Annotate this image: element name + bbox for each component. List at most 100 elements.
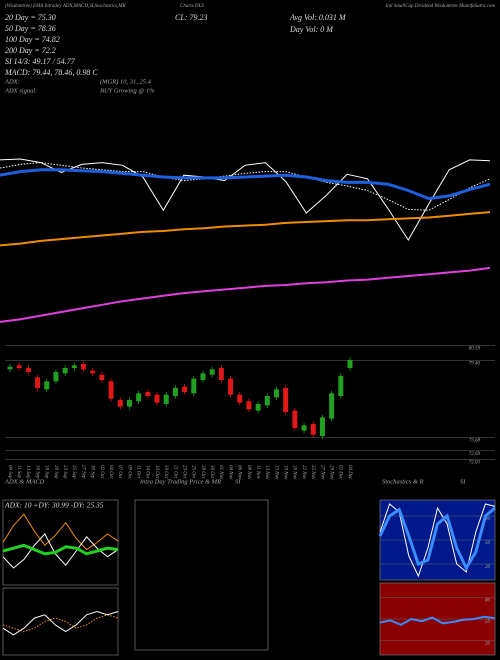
x-tick-label: 30 Oct (209, 465, 214, 479)
candle-body (228, 378, 234, 395)
candle-body (319, 417, 325, 436)
candle-body (172, 388, 178, 396)
series-line (0, 211, 491, 247)
series-line (378, 506, 496, 572)
x-tick-label: 25 Oct (191, 465, 196, 479)
series-line (379, 615, 496, 626)
candle-body (108, 381, 114, 399)
candle-body (301, 425, 307, 431)
x-tick-label: 28 Oct (200, 465, 205, 479)
candle-body (126, 400, 132, 407)
x-tick-label: 18 Nov (283, 465, 288, 480)
stat: SI 14/3: 49.17 / 54.77 (5, 57, 76, 66)
x-tick-label: 15 Nov (273, 465, 278, 480)
candle-body (99, 374, 105, 380)
x-tick-label: 18 Oct (163, 465, 168, 479)
stat: (MGR) 10, 31, 25.4 (100, 78, 152, 85)
panel-title: SI (235, 478, 241, 485)
candle-body (246, 401, 252, 410)
stat: 100 Day = 74.82 (5, 35, 60, 44)
candle-body (154, 394, 160, 403)
candle-body (310, 424, 316, 435)
series-line (2, 610, 119, 636)
panel-subtitle: ADX: 10 +DY: 30.99 -DY: 25.35 (4, 501, 104, 510)
panel-title: Intra Day Trading Price & MR (139, 478, 221, 485)
candle-body (264, 396, 270, 406)
candle-body (273, 389, 279, 398)
candle-body (200, 373, 206, 380)
candle-body (218, 368, 224, 380)
x-tick-label: 27 Nov (319, 465, 324, 480)
candle-body (71, 365, 77, 368)
x-tick-label: 27 Sep (80, 465, 85, 479)
x-tick-label: 25 Sep (71, 465, 76, 479)
candle-body (329, 393, 335, 419)
candle-body (255, 404, 261, 411)
header-text: Intl SmallCap Dividend Wisdomtree Munafa… (385, 4, 496, 9)
x-tick-label: 18 Sep (44, 465, 49, 479)
series-line (0, 158, 491, 241)
stat: Day Vol: 0 M (289, 25, 334, 34)
panel-title: Stochastics & R (382, 478, 424, 485)
x-tick-label: 04 Dec (347, 465, 352, 480)
candle-body (163, 394, 169, 404)
stat: ADX: (4, 78, 20, 85)
stat: 50 Day = 78.36 (5, 24, 56, 33)
x-tick-label: 13 Sep (25, 465, 30, 479)
stat: Avg Vol: 0.031 M (289, 13, 347, 22)
x-tick-label: 02 Dec (338, 465, 343, 480)
candle-body (62, 368, 68, 374)
candle-body (136, 393, 142, 402)
x-tick-label: 16 Sep (34, 465, 39, 479)
x-tick-label: 13 Nov (264, 465, 269, 480)
candle-body (35, 377, 41, 388)
y-tick-label: 73.68 (469, 439, 481, 444)
candle-body (182, 386, 188, 392)
x-tick-label: 06 Nov (237, 465, 242, 480)
candle-body (283, 388, 289, 412)
y-tick-label: 20 (485, 565, 491, 570)
candle-body (16, 365, 22, 368)
candle-body (7, 366, 13, 370)
x-tick-label: 07 Oct (117, 465, 122, 479)
x-tick-label: 09 Oct (126, 465, 131, 479)
x-tick-label: 20 Nov (292, 465, 297, 480)
x-tick-label: 23 Oct (181, 465, 186, 479)
candle-body (191, 378, 197, 394)
x-tick-label: 22 Nov (301, 465, 306, 480)
x-tick-label: 21 Oct (172, 465, 177, 479)
panel (2, 587, 119, 656)
x-tick-label: 04 Oct (108, 465, 113, 479)
x-tick-label: 08 Nov (246, 465, 251, 480)
y-tick-label: 50 (485, 620, 491, 625)
y-tick-label: 79.46 (469, 362, 481, 367)
series-line (0, 266, 491, 323)
stat: CL: 79.23 (175, 13, 207, 22)
candle-body (44, 381, 50, 390)
x-tick-label: 30 Sep (90, 465, 95, 479)
candle-body (338, 376, 344, 396)
series-line (0, 162, 491, 211)
candle-body (145, 392, 151, 396)
x-tick-label: 11 Nov (255, 465, 260, 480)
candle-body (292, 410, 298, 428)
x-tick-label: 20 Sep (53, 465, 58, 479)
y-tick-label: 72.69 (469, 452, 481, 457)
panel (2, 499, 119, 586)
x-tick-label: 02 Oct (99, 465, 104, 479)
stat: 200 Day = 72.2 (5, 46, 56, 55)
y-tick-label: 50 (485, 541, 491, 546)
header-text: Charts DLS (180, 4, 204, 9)
x-tick-label: 25 Nov (310, 465, 315, 480)
candle-body (90, 370, 96, 374)
x-tick-label: 01 Nov (218, 465, 223, 480)
x-tick-label: 04 Nov (227, 465, 232, 480)
x-tick-label: 11 Sep (16, 465, 21, 479)
x-tick-label: 14 Oct (145, 465, 150, 479)
y-tick-label: 72.03 (469, 461, 481, 466)
panel-title: ADX & MACD (4, 478, 45, 485)
stat: BUY Growing @ 1% (100, 87, 155, 94)
series-line (2, 513, 119, 551)
y-tick-label: 80 (485, 599, 491, 604)
